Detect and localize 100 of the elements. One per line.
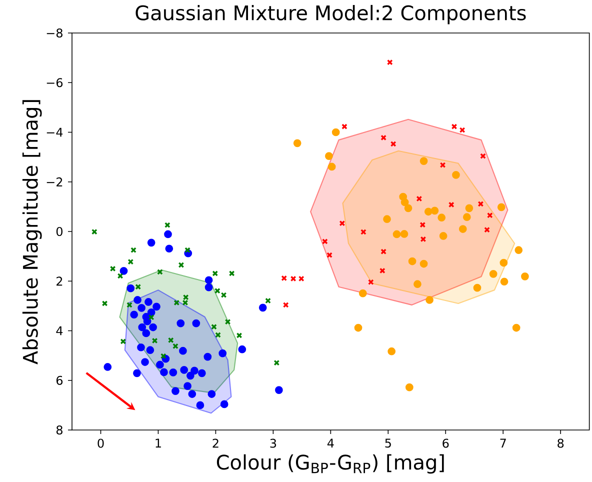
point (236, 332, 242, 338)
point (152, 302, 160, 311)
point (368, 279, 374, 286)
point (133, 369, 141, 378)
x-tick-label: 5 (385, 438, 391, 448)
point (405, 383, 414, 392)
point (451, 124, 458, 130)
point (342, 124, 348, 130)
point (126, 302, 132, 308)
x-tick-label: 1 (156, 438, 161, 448)
x-tick-label: 2 (212, 438, 218, 448)
point (322, 238, 328, 244)
point (172, 387, 180, 395)
point (379, 268, 386, 274)
point (144, 298, 152, 306)
point (148, 314, 154, 320)
y-axis-title: Absolute Magnitude [mag] (22, 100, 42, 364)
point (196, 401, 204, 410)
point (160, 353, 166, 360)
point (500, 278, 508, 286)
point (298, 276, 304, 282)
point (514, 246, 523, 254)
point (281, 275, 288, 282)
point (354, 324, 362, 332)
point (465, 204, 474, 212)
point (228, 270, 235, 276)
point (440, 162, 446, 168)
point (138, 304, 146, 312)
y-tick-label: 6 (56, 376, 63, 385)
x-tick-label: 8 (558, 438, 564, 448)
point (220, 292, 227, 298)
point (358, 289, 367, 298)
point (120, 338, 126, 344)
point (332, 128, 340, 136)
point (198, 369, 206, 378)
point (478, 201, 484, 207)
point (211, 324, 217, 330)
x-tick-label: 6 (442, 438, 449, 448)
point (134, 296, 142, 304)
point (400, 198, 409, 206)
point (473, 284, 482, 292)
point (452, 170, 460, 179)
point (388, 347, 396, 356)
point (274, 360, 280, 366)
x-tick-label: 3 (270, 438, 276, 448)
point (265, 298, 271, 304)
point (128, 258, 134, 265)
point (190, 366, 198, 375)
point (339, 220, 346, 226)
point (326, 252, 332, 258)
point (486, 212, 493, 218)
point (138, 323, 146, 332)
point (208, 390, 216, 398)
point (497, 203, 506, 212)
point (135, 284, 142, 290)
point (386, 59, 393, 66)
point (420, 260, 428, 268)
x-axis-title: Colour (G$_{BP}$-G$_{RP}$) [mag] (216, 454, 444, 474)
point (137, 343, 145, 352)
point (414, 280, 422, 288)
point (521, 272, 529, 280)
point (258, 304, 267, 312)
point (130, 247, 136, 254)
point (404, 204, 412, 212)
point (400, 230, 408, 238)
point (104, 363, 112, 371)
point (489, 270, 498, 278)
point (157, 269, 163, 275)
point (142, 329, 150, 338)
point (149, 323, 157, 332)
point (293, 139, 302, 148)
point (102, 300, 108, 306)
point (390, 140, 396, 147)
point (176, 319, 185, 328)
point (178, 262, 184, 268)
point (416, 196, 422, 202)
point (204, 283, 213, 292)
point (438, 214, 446, 222)
point (184, 247, 190, 254)
point (164, 230, 172, 238)
y-tick-label: −8 (46, 28, 62, 38)
point (282, 302, 289, 308)
point (420, 157, 428, 165)
point (224, 318, 231, 325)
point (117, 272, 124, 279)
point (275, 386, 283, 394)
point (215, 332, 221, 338)
point (174, 300, 180, 306)
point (218, 349, 227, 358)
point (204, 352, 212, 361)
x-tick-label: 7 (500, 438, 506, 448)
point (392, 230, 401, 238)
point (458, 225, 467, 233)
point (160, 368, 168, 376)
y-tick-label: −6 (46, 78, 63, 88)
point (165, 244, 174, 253)
point (146, 346, 154, 354)
point (383, 215, 391, 224)
point (147, 308, 156, 316)
point (220, 400, 228, 408)
